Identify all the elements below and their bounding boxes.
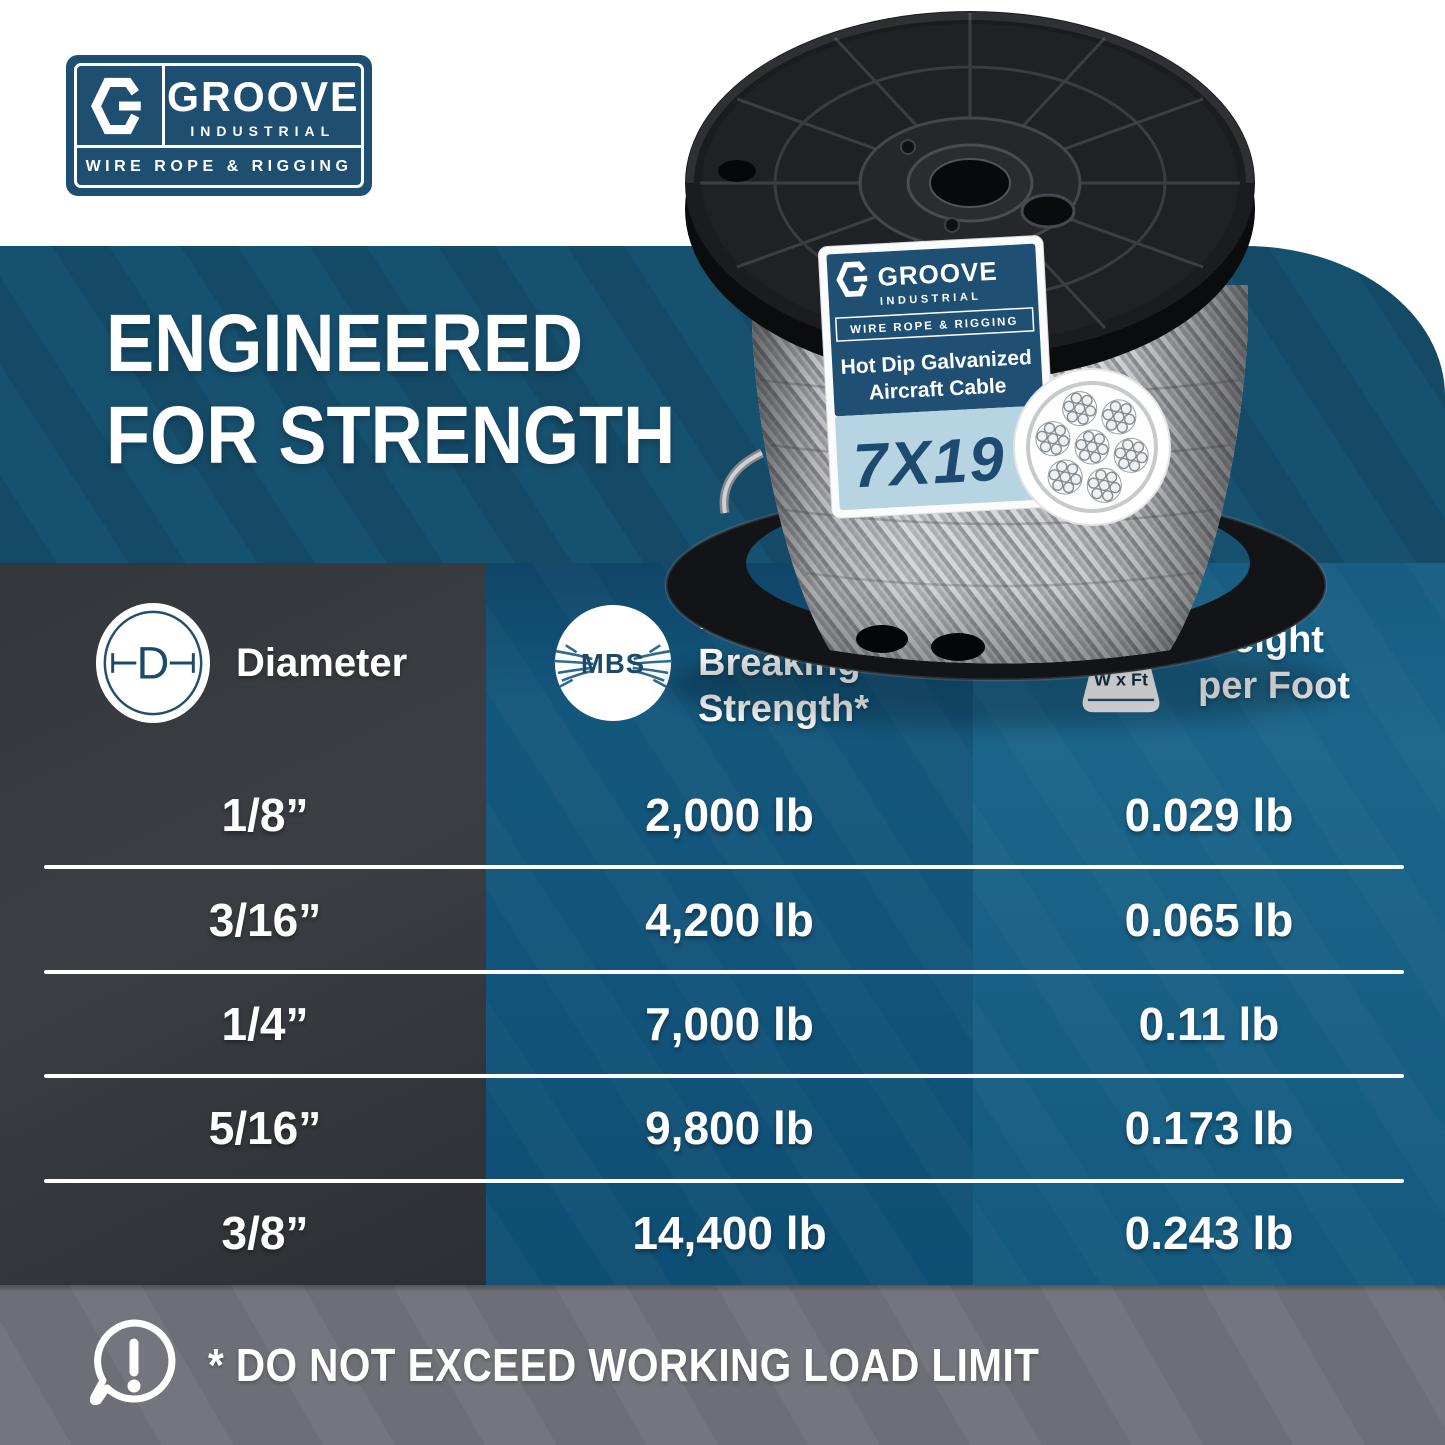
mbs-value: 7,000 lb bbox=[645, 997, 814, 1050]
diameter-value: 3/8” bbox=[221, 1206, 309, 1259]
flange-hole bbox=[931, 633, 985, 661]
diameter-value: 5/16” bbox=[208, 1102, 322, 1155]
brand-logo: GROOVE INDUSTRIAL WIRE ROPE & RIGGING bbox=[66, 55, 372, 196]
cable-spool-photo: GROOVE INDUSTRIAL WIRE ROPE & RIGGING Ho… bbox=[664, 11, 1337, 727]
table-row: 3/16” 4,200 lb 0.065 lb bbox=[0, 865, 1445, 971]
brand-sub: INDUSTRIAL bbox=[190, 123, 336, 139]
mbs-value: 2,000 lb bbox=[645, 789, 814, 842]
mbs-icon-text: MBS bbox=[581, 648, 645, 679]
hero-heading-line1: ENGINEERED bbox=[106, 298, 584, 389]
label-brand: GROOVE bbox=[877, 256, 999, 292]
table-row: 5/16” 9,800 lb 0.173 lb bbox=[0, 1074, 1445, 1180]
cable-cross-section-badge bbox=[1013, 368, 1171, 526]
diameter-value: 1/8” bbox=[221, 789, 309, 842]
weight-value: 0.065 lb bbox=[1124, 893, 1294, 946]
header-diameter-label: Diameter bbox=[236, 641, 408, 685]
weight-value: 0.243 lb bbox=[1124, 1206, 1294, 1259]
label-brand-sub: INDUSTRIAL bbox=[880, 291, 982, 308]
mbs-value: 9,800 lb bbox=[645, 1102, 814, 1155]
header-diameter: D Diameter bbox=[0, 563, 486, 763]
table-row: 1/4” 7,000 lb 0.11 lb bbox=[0, 969, 1445, 1076]
mbs-icon: MBS bbox=[553, 604, 673, 722]
brand-name: GROOVE bbox=[166, 73, 360, 120]
hero-heading-line2: FOR STRENGTH bbox=[106, 389, 676, 481]
g-logo-icon bbox=[90, 77, 148, 135]
mbs-value: 4,200 lb bbox=[645, 893, 814, 946]
brand-tagline: WIRE ROPE & RIGGING bbox=[85, 157, 353, 175]
flange-hub-hole bbox=[1020, 193, 1076, 229]
warning-text: * DO NOT EXCEED WORKING LOAD LIMIT bbox=[208, 1339, 1040, 1391]
spool-product-label: GROOVE INDUSTRIAL WIRE ROPE & RIGGING Ho… bbox=[817, 235, 1057, 519]
weight-value: 0.11 lb bbox=[1138, 997, 1280, 1050]
hero-heading: ENGINEERED FOR STRENGTH bbox=[106, 298, 675, 482]
weight-value: 0.029 lb bbox=[1124, 789, 1294, 842]
warning-bubble-icon bbox=[89, 1319, 176, 1406]
label-construction: 7X19 bbox=[851, 425, 1007, 502]
footer-warning-bar: * DO NOT EXCEED WORKING LOAD LIMIT bbox=[0, 1285, 1445, 1445]
diameter-column-background bbox=[0, 563, 486, 1285]
table-row: 1/8” 2,000 lb 0.029 lb bbox=[0, 763, 1445, 867]
table-body: 1/8” 2,000 lb 0.029 lb 3/16” 4,200 lb 0.… bbox=[0, 763, 1445, 1285]
diameter-icon: D bbox=[95, 603, 211, 723]
weight-value: 0.173 lb bbox=[1124, 1102, 1294, 1155]
brand-logo-frame: GROOVE INDUSTRIAL WIRE ROPE & RIGGING bbox=[74, 63, 364, 188]
mbs-value: 14,400 lb bbox=[632, 1206, 827, 1259]
brand-g-mark-cell bbox=[77, 66, 165, 145]
diameter-value: 3/16” bbox=[208, 893, 322, 946]
flange-rim-hole bbox=[718, 160, 756, 182]
table-row: 3/8” 14,400 lb 0.243 lb bbox=[0, 1178, 1445, 1285]
flange-hole bbox=[856, 625, 908, 653]
diameter-icon-letter: D bbox=[137, 638, 170, 689]
diameter-value: 1/4” bbox=[221, 997, 309, 1050]
